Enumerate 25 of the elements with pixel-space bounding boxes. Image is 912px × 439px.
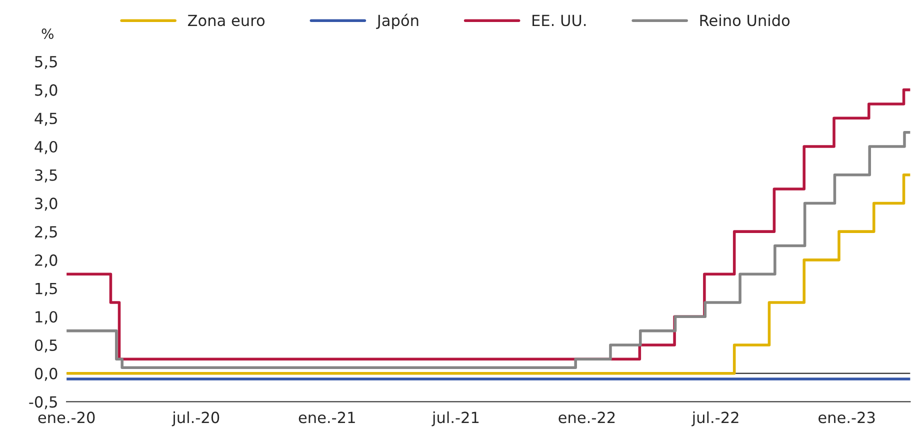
legend-label: Japón	[376, 14, 418, 30]
legend-label: Zona euro	[188, 14, 265, 26]
y-tick-label: 1,5	[36, 282, 57, 296]
legend-label: EE. UU.	[532, 14, 586, 26]
y-tick-label: 0,0	[34, 368, 58, 381]
x-tick-label: ene.-23	[818, 412, 875, 424]
y-tick-label: 2,0	[35, 254, 58, 268]
x-tick-label: jul.-21	[432, 411, 479, 426]
x-tick-label: ene.-22	[558, 412, 615, 424]
y-tick-label: 2,5	[35, 226, 57, 240]
y-tick-label: 3,5	[35, 169, 57, 182]
y-axis-title: %	[42, 28, 54, 40]
y-tick-label: 1,0	[36, 311, 58, 324]
y-tick-label: 5,0	[35, 84, 58, 98]
y-tick-label: 3,0	[35, 198, 58, 211]
y-tick-label: -0,5	[29, 396, 57, 410]
y-tick-label: 5,5	[35, 56, 57, 70]
legend-label: Reino Unido	[700, 14, 790, 26]
y-tick-label: 4,0	[34, 140, 58, 154]
y-tick-label: 0,5	[34, 339, 57, 353]
x-tick-label: jul.-22	[692, 411, 738, 426]
y-tick-label: 4,5	[34, 112, 57, 126]
x-tick-label: ene.-20	[38, 412, 95, 424]
x-tick-label: ene.-21	[298, 412, 355, 424]
x-tick-label: jul.-20	[172, 411, 220, 426]
